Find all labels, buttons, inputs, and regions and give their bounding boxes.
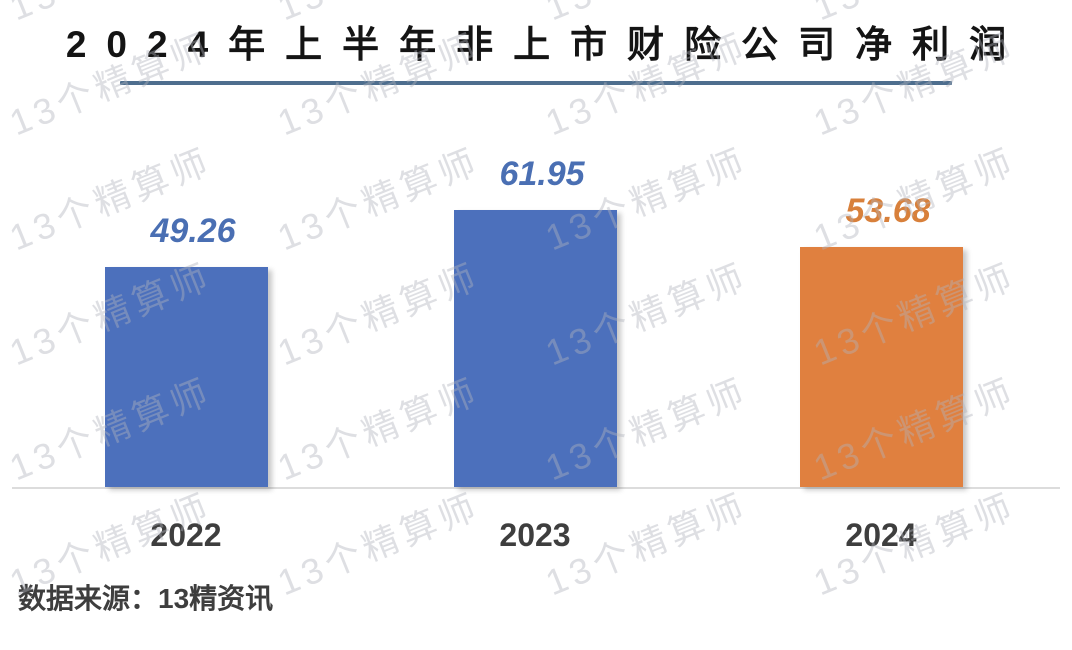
bar-2022 (104, 267, 268, 487)
value-label-2024: 53.68 (845, 192, 931, 230)
chart-title: 2024年上半年非上市财险公司净利润 (65, 24, 1027, 65)
value-label-2022: 49.26 (150, 212, 236, 250)
axis-label-2023: 2023 (499, 517, 571, 553)
data-source-note: 数据来源：13精资讯 (18, 583, 274, 614)
value-label-2023: 61.95 (499, 155, 585, 193)
bar-2024 (799, 247, 963, 487)
axis-label-2024: 2024 (845, 517, 917, 553)
bar-2023 (453, 210, 617, 487)
axis-label-2022: 2022 (150, 517, 222, 553)
title-block: 2024年上半年非上市财险公司净利润 (0, 22, 1072, 85)
x-axis-line (12, 487, 1060, 489)
title-underline (120, 81, 952, 85)
